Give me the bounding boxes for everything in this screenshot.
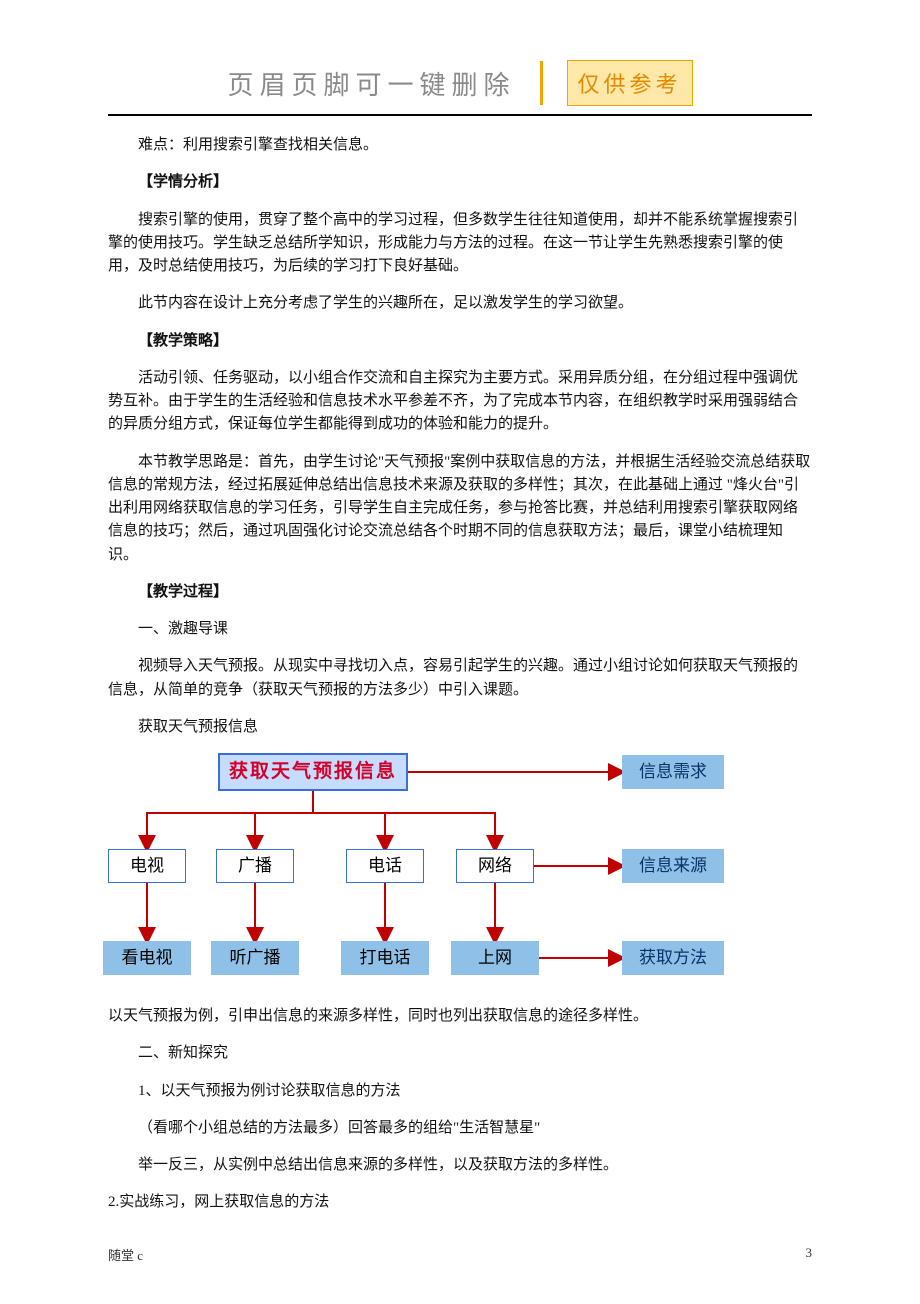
para-diagram-caption: 获取天气预报信息 bbox=[108, 716, 812, 739]
para-step2-2: （看哪个小组总结的方法最多）回答最多的组给"生活智慧星" bbox=[108, 1117, 812, 1140]
flowchart-node-m1: 电视 bbox=[108, 849, 186, 883]
para-diagram-summary: 以天气预报为例，引申出信息的来源多样性，同时也列出获取信息的途径多样性。 bbox=[108, 1005, 812, 1028]
flowchart-node-s2: 信息来源 bbox=[622, 849, 724, 883]
para-step2-3: 举一反三，从实例中总结出信息来源的多样性，以及获取方法的多样性。 bbox=[108, 1154, 812, 1177]
footer-left: 随堂 c bbox=[108, 1245, 143, 1264]
para-step2-1: 1、以天气预报为例讨论获取信息的方法 bbox=[108, 1080, 812, 1103]
flowchart-node-l2: 听广播 bbox=[211, 941, 299, 975]
flowchart-node-m2: 广播 bbox=[216, 849, 294, 883]
para-step2-title: 二、新知探究 bbox=[108, 1042, 812, 1065]
para-step1-body: 视频导入天气预报。从现实中寻找切入点，容易引起学生的兴趣。通过小组讨论如何获取天… bbox=[108, 655, 812, 702]
para-celue-2: 本节教学思路是：首先，由学生讨论"天气预报"案例中获取信息的方法，并根据生活经验… bbox=[108, 451, 812, 567]
para-difficulty: 难点：利用搜索引擎查找相关信息。 bbox=[108, 134, 812, 157]
page-footer: 随堂 c 3 bbox=[108, 1245, 812, 1264]
flowchart-node-l4: 上网 bbox=[451, 941, 539, 975]
flowchart: 获取天气预报信息电视广播 电话网络看电视听广播 打电话上网 信息需求信息来源获取方法 bbox=[98, 753, 818, 983]
header-title: 页眉页脚可一键删除 bbox=[227, 65, 515, 102]
heading-celue: 【教学策略】 bbox=[108, 330, 812, 353]
flowchart-node-l3: 打电话 bbox=[341, 941, 429, 975]
diagram-container: 获取天气预报信息电视广播电话网络看电视听广播打电话上网信息需求信息来源获取方法 bbox=[108, 753, 812, 983]
header-divider bbox=[540, 61, 543, 105]
flowchart-node-root: 获取天气预报信息 bbox=[218, 753, 408, 791]
para-step1-title: 一、激趣导课 bbox=[108, 618, 812, 641]
flowchart-node-m4: 网络 bbox=[456, 849, 534, 883]
flowchart-node-s1: 信息需求 bbox=[622, 755, 724, 789]
heading-xueqing: 【学情分析】 bbox=[108, 171, 812, 194]
page-header: 页眉页脚可一键删除 仅供参考 bbox=[108, 60, 812, 106]
flowchart-node-s3: 获取方法 bbox=[622, 941, 724, 975]
flowchart-node-l1: 看电视 bbox=[103, 941, 191, 975]
heading-guocheng: 【教学过程】 bbox=[108, 581, 812, 604]
para-celue-1: 活动引领、任务驱动，以小组合作交流和自主探究为主要方式。采用异质分组，在分组过程… bbox=[108, 367, 812, 437]
para-step2-4: 2.实战练习，网上获取信息的方法 bbox=[108, 1191, 812, 1214]
document-body: 难点：利用搜索引擎查找相关信息。 【学情分析】 搜索引擎的使用，贯穿了整个高中的… bbox=[108, 134, 812, 1215]
para-xueqing-2: 此节内容在设计上充分考虑了学生的兴趣所在，足以激发学生的学习欲望。 bbox=[108, 292, 812, 315]
header-rule bbox=[108, 114, 812, 116]
header-badge: 仅供参考 bbox=[567, 60, 693, 106]
flowchart-node-m3: 电话 bbox=[346, 849, 424, 883]
para-xueqing-1: 搜索引擎的使用，贯穿了整个高中的学习过程，但多数学生往往知道使用，却并不能系统掌… bbox=[108, 209, 812, 279]
footer-page-number: 3 bbox=[806, 1245, 813, 1264]
